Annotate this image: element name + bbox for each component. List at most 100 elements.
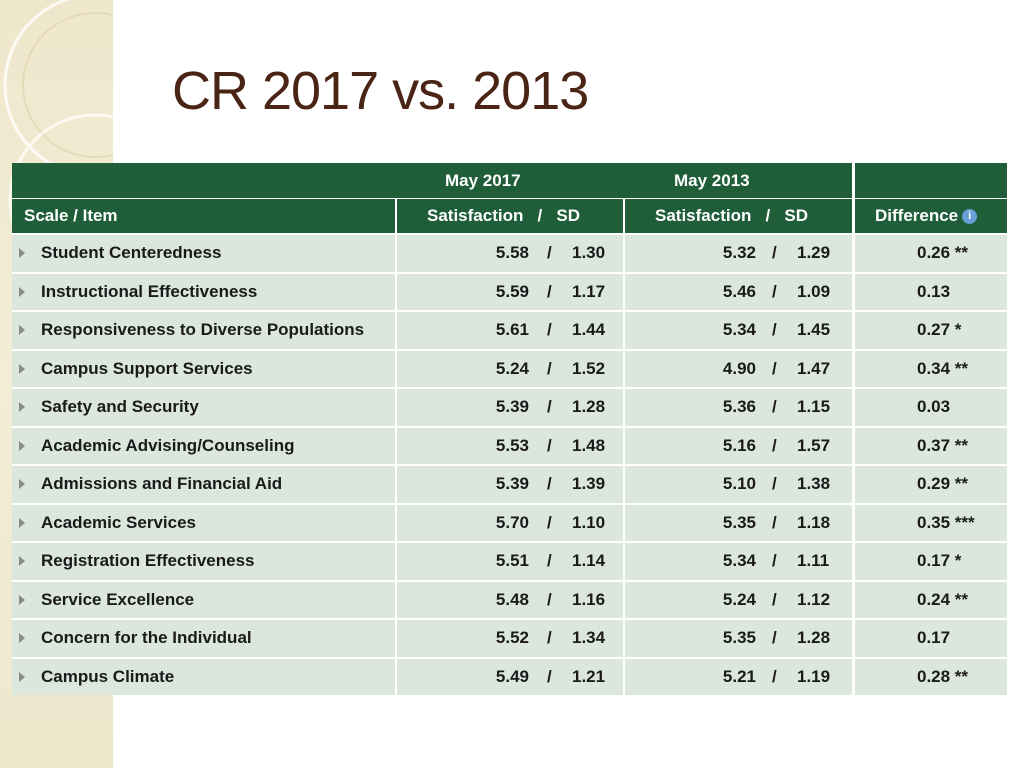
item-name: Registration Effectiveness: [41, 551, 255, 571]
expand-arrow-icon[interactable]: [19, 556, 25, 567]
sd-2013: 1.47: [797, 358, 831, 378]
sat-2013-cell: 5.36 / 1.15: [623, 388, 852, 426]
item-name: Academic Services: [41, 512, 196, 532]
column-header-sat-2013-cell[interactable]: Satisfaction / SD: [623, 199, 852, 233]
table-row: Campus Support Services 5.24 / 1.52 4.90 / 1.4…: [12, 349, 1007, 387]
item-name: Campus Support Services: [41, 358, 253, 378]
sat-2013-cell: 5.21 / 1.19: [623, 657, 852, 695]
difference-cell: 0.27 *: [852, 311, 1007, 349]
info-icon[interactable]: i: [962, 209, 978, 224]
satisfaction-2013: 5.46: [722, 281, 756, 301]
difference-value: 0.24 **: [917, 589, 969, 609]
sat-2013-cell: 5.34 / 1.45: [623, 311, 852, 349]
table-row: Concern for the Individual 5.52 / 1.34 5.35 /…: [12, 619, 1007, 657]
slash-separator: /: [547, 589, 552, 609]
header-may-2017: May 2017: [445, 170, 521, 190]
item-cell[interactable]: Campus Climate: [12, 657, 395, 695]
slash-separator: /: [547, 628, 552, 648]
item-name: Instructional Effectiveness: [41, 281, 258, 301]
table-row: Safety and Security 5.39 / 1.28 5.36 / 1.15 0.0…: [12, 388, 1007, 426]
satisfaction-2017: 5.48: [495, 589, 529, 609]
item-cell[interactable]: Responsiveness to Diverse Populations: [12, 311, 395, 349]
slash-separator: /: [772, 320, 777, 340]
satisfaction-2013: 5.34: [722, 551, 756, 571]
slide-title: CR 2017 vs. 2013: [172, 61, 589, 121]
sat-2013-cell: 5.46 / 1.09: [623, 272, 852, 310]
slash-separator: /: [772, 551, 777, 571]
item-cell[interactable]: Concern for the Individual: [12, 619, 395, 657]
satisfaction-2013: 5.24: [722, 589, 756, 609]
column-header-difference-cell[interactable]: Difference i: [852, 199, 1007, 233]
item-cell[interactable]: Safety and Security: [12, 388, 395, 426]
expand-arrow-icon[interactable]: [19, 671, 25, 682]
item-name: Campus Climate: [41, 666, 175, 686]
sd-2013: 1.38: [797, 474, 831, 494]
difference-cell: 0.29 **: [852, 465, 1007, 503]
column-header-item-cell[interactable]: Scale / Item: [12, 199, 395, 233]
expand-arrow-icon[interactable]: [19, 479, 25, 490]
sat-2013-cell: 5.35 / 1.18: [623, 503, 852, 541]
item-cell[interactable]: Academic Advising/Counseling: [12, 426, 395, 464]
difference-cell: 0.13: [852, 272, 1007, 310]
table-row: Student Centeredness 5.58 / 1.30 5.32 / 1.29 0.…: [12, 234, 1007, 272]
sat-2013-cell: 5.10 / 1.38: [623, 465, 852, 503]
item-cell[interactable]: Academic Services: [12, 503, 395, 541]
difference-value: 0.17 *: [917, 551, 962, 571]
satisfaction-2013: 5.36: [722, 397, 756, 417]
slash-separator: /: [772, 628, 777, 648]
sat-2017-cell: 5.52 / 1.34: [395, 619, 623, 657]
expand-arrow-icon[interactable]: [19, 363, 25, 374]
item-cell[interactable]: Registration Effectiveness: [12, 542, 395, 580]
difference-value: 0.34 **: [917, 358, 969, 378]
difference-cell: 0.17 *: [852, 542, 1007, 580]
sd-2017: 1.14: [572, 551, 606, 571]
difference-cell: 0.35 ***: [852, 503, 1007, 541]
expand-arrow-icon[interactable]: [19, 402, 25, 413]
expand-arrow-icon[interactable]: [19, 517, 25, 528]
sd-2017: 1.10: [572, 512, 606, 532]
slash-separator: /: [547, 435, 552, 455]
sd-2013: 1.18: [797, 512, 831, 532]
column-header-sat-2017-cell[interactable]: Satisfaction / SD: [395, 199, 623, 233]
slash-separator: /: [547, 666, 552, 686]
sat-2017-cell: 5.39 / 1.28: [395, 388, 623, 426]
slash-separator: /: [547, 320, 552, 340]
satisfaction-2013: 5.21: [722, 666, 756, 686]
difference-cell: 0.28 **: [852, 657, 1007, 695]
expand-arrow-icon[interactable]: [19, 286, 25, 297]
sd-2017: 1.28: [572, 397, 606, 417]
difference-cell: 0.24 **: [852, 580, 1007, 618]
sat-2017-cell: 5.58 / 1.30: [395, 234, 623, 272]
expand-arrow-icon[interactable]: [19, 594, 25, 605]
satisfaction-2017: 5.39: [495, 397, 529, 417]
sd-2013: 1.28: [797, 628, 831, 648]
difference-value: 0.26 **: [917, 243, 969, 263]
item-cell[interactable]: Student Centeredness: [12, 234, 395, 272]
difference-cell: 0.17: [852, 619, 1007, 657]
item-cell[interactable]: Instructional Effectiveness: [12, 272, 395, 310]
satisfaction-2017: 5.61: [495, 320, 529, 340]
item-cell[interactable]: Admissions and Financial Aid: [12, 465, 395, 503]
slash-separator: /: [772, 397, 777, 417]
sat-2013-cell: 4.90 / 1.47: [623, 349, 852, 387]
difference-value: 0.35 ***: [917, 512, 975, 532]
difference-value: 0.29 **: [917, 474, 969, 494]
header-may-2017-cell: May 2017: [395, 163, 623, 198]
slash-separator: /: [772, 512, 777, 532]
sd-2017: 1.21: [572, 666, 606, 686]
expand-arrow-icon[interactable]: [19, 440, 25, 451]
expand-arrow-icon[interactable]: [19, 248, 25, 259]
item-cell[interactable]: Service Excellence: [12, 580, 395, 618]
item-name: Responsiveness to Diverse Populations: [41, 320, 365, 340]
item-name: Admissions and Financial Aid: [41, 474, 283, 494]
expand-arrow-icon[interactable]: [19, 325, 25, 336]
column-header-difference-wrap: Difference i: [875, 206, 978, 226]
satisfaction-2017: 5.39: [495, 474, 529, 494]
satisfaction-2017: 5.52: [495, 628, 529, 648]
item-cell[interactable]: Campus Support Services: [12, 349, 395, 387]
sat-2017-cell: 5.61 / 1.44: [395, 311, 623, 349]
column-header-sat-sd-2017: Satisfaction / SD: [427, 206, 581, 225]
expand-arrow-icon[interactable]: [19, 633, 25, 644]
difference-cell: 0.37 **: [852, 426, 1007, 464]
column-header-sat-sd-2013: Satisfaction / SD: [655, 206, 809, 225]
